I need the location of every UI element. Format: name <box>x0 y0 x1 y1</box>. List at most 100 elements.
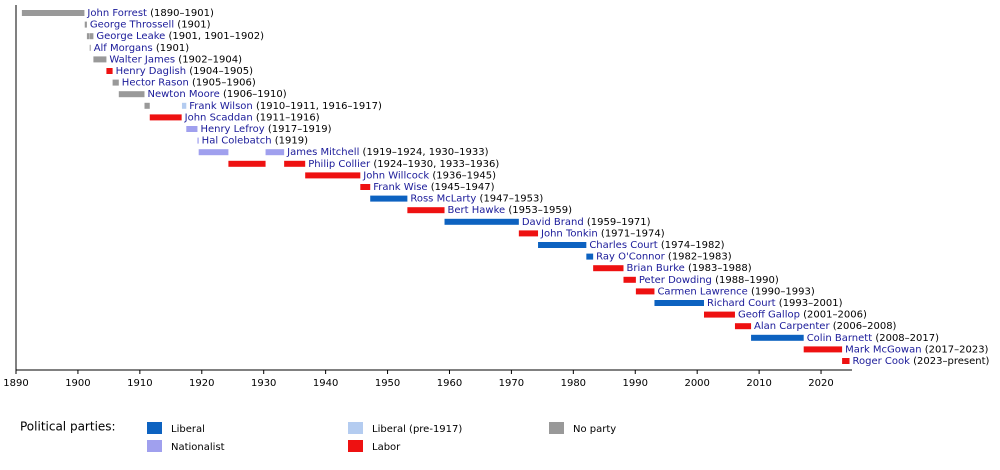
premier-term: (2001–2006) <box>803 310 867 321</box>
premier-name[interactable]: Henry Lefroy <box>200 124 264 135</box>
premier-name[interactable]: Alf Morgans <box>94 43 153 54</box>
x-tick-label: 1980 <box>561 378 586 389</box>
premier-label: James Mitchell (1919–1924, 1930–1933) <box>286 147 488 158</box>
term-bar <box>623 276 636 283</box>
premier-label: Alan Carpenter (2006–2008) <box>754 321 897 332</box>
premier-term: (1901, 1901–1902) <box>169 31 265 42</box>
x-tick-label: 2020 <box>808 378 833 389</box>
term-bar <box>284 160 306 167</box>
premier-label: George Leake (1901, 1901–1902) <box>96 31 264 42</box>
premier-term: (1959–1971) <box>587 217 651 228</box>
legend-label: Liberal (pre-1917) <box>372 424 462 435</box>
premier-label: Ross McLarty (1947–1953) <box>410 194 543 205</box>
premier-name[interactable]: Peter Dowding <box>639 275 712 286</box>
premier-term: (1901) <box>177 20 210 31</box>
premier-name[interactable]: Mark McGowan <box>845 344 921 355</box>
premier-label: Geoff Gallop (2001–2006) <box>738 310 867 321</box>
premier-label: John Scaddan (1911–1916) <box>184 112 320 123</box>
term-bar <box>751 334 804 341</box>
premier-name[interactable]: George Throssell <box>90 20 174 31</box>
premier-name[interactable]: Walter James <box>109 54 175 65</box>
x-tick-label: 1940 <box>313 378 338 389</box>
premier-name[interactable]: John Forrest <box>86 8 147 19</box>
legend-swatch <box>348 422 363 434</box>
premier-name[interactable]: Bert Hawke <box>448 205 506 216</box>
premier-name[interactable]: John Scaddan <box>184 112 253 123</box>
term-bar <box>118 91 145 98</box>
premier-label: John Willcock (1936–1945) <box>362 170 496 181</box>
term-bar <box>803 346 843 353</box>
premier-term: (1919) <box>275 136 308 147</box>
x-tick-label: 2000 <box>684 378 709 389</box>
premier-name[interactable]: Charles Court <box>589 240 657 251</box>
premier-term: (1890–1901) <box>150 8 214 19</box>
legend-swatch <box>147 422 162 434</box>
premier-term: (1988–1990) <box>715 275 779 286</box>
term-bar <box>703 311 735 318</box>
premier-name[interactable]: Alan Carpenter <box>754 321 830 332</box>
legend-swatch <box>147 440 162 452</box>
premier-term: (1917–1919) <box>268 124 332 135</box>
premier-term: (1993–2001) <box>779 298 843 309</box>
premier-name[interactable]: Richard Court <box>707 298 776 309</box>
premier-name[interactable]: Newton Moore <box>147 89 219 100</box>
premier-name[interactable]: Frank Wise <box>373 182 427 193</box>
premier-label: Mark McGowan (2017–2023) <box>845 344 988 355</box>
premier-name[interactable]: Roger Cook <box>853 356 911 367</box>
premier-name[interactable]: David Brand <box>522 217 584 228</box>
term-bar <box>112 79 119 86</box>
premier-name[interactable]: John Tonkin <box>540 228 598 239</box>
premier-label: Henry Daglish (1904–1905) <box>116 66 253 77</box>
premier-term: (1983–1988) <box>688 263 752 274</box>
premier-term: (1910–1911, 1916–1917) <box>256 101 382 112</box>
premier-term: (2023–present) <box>913 356 989 367</box>
term-bar <box>635 288 655 295</box>
premier-name[interactable]: Ross McLarty <box>410 194 476 205</box>
premier-name[interactable]: Geoff Gallop <box>738 310 800 321</box>
term-bar <box>586 253 594 260</box>
term-bar <box>86 33 90 40</box>
premier-label: Henry Lefroy (1917–1919) <box>200 124 331 135</box>
premier-label: Peter Dowding (1988–1990) <box>639 275 779 286</box>
premier-label: Newton Moore (1906–1910) <box>147 89 286 100</box>
legend-swatch <box>549 422 564 434</box>
premier-term: (1945–1947) <box>431 182 495 193</box>
x-tick-label: 1990 <box>623 378 648 389</box>
premier-name[interactable]: Carmen Lawrence <box>657 286 747 297</box>
premier-term: (1906–1910) <box>223 89 287 100</box>
premier-label: Charles Court (1974–1982) <box>589 240 724 251</box>
term-bar <box>444 218 519 225</box>
x-tick-label: 1960 <box>437 378 462 389</box>
term-bar <box>198 149 229 156</box>
premier-name[interactable]: Hal Colebatch <box>202 136 272 147</box>
term-bar <box>654 300 704 306</box>
premier-term: (1990–1993) <box>751 286 815 297</box>
premier-name[interactable]: Philip Collier <box>308 159 371 170</box>
premier-label: Colin Barnett (2008–2017) <box>807 333 939 344</box>
x-tick-label: 1970 <box>499 378 524 389</box>
premier-term: (1902–1904) <box>178 54 242 65</box>
premier-term: (1901) <box>156 43 189 54</box>
premier-name[interactable]: Ray O'Connor <box>596 252 665 263</box>
premier-name[interactable]: Brian Burke <box>626 263 684 274</box>
premier-label: Hector Rason (1905–1906) <box>122 78 256 89</box>
term-bar <box>93 56 107 63</box>
term-bar <box>144 102 150 109</box>
premier-label: Bert Hawke (1953–1959) <box>448 205 573 216</box>
premier-label: Frank Wise (1945–1947) <box>373 182 494 193</box>
premier-name[interactable]: James Mitchell <box>286 147 359 158</box>
premier-name[interactable]: Frank Wilson <box>189 101 252 112</box>
x-tick-label: 1890 <box>3 378 28 389</box>
term-bar <box>197 137 199 144</box>
premier-name[interactable]: John Willcock <box>362 170 429 181</box>
premier-name[interactable]: Hector Rason <box>122 78 189 89</box>
premier-term: (1924–1930, 1933–1936) <box>373 159 499 170</box>
premier-name[interactable]: Colin Barnett <box>807 333 873 344</box>
premier-name[interactable]: Henry Daglish <box>116 66 187 77</box>
premier-name[interactable]: George Leake <box>96 31 165 42</box>
premier-term: (1936–1945) <box>432 170 496 181</box>
premier-term: (1974–1982) <box>661 240 725 251</box>
premier-label: John Forrest (1890–1901) <box>86 8 214 19</box>
premier-term: (1905–1906) <box>192 78 256 89</box>
premier-label: Roger Cook (2023–present) <box>853 356 990 367</box>
